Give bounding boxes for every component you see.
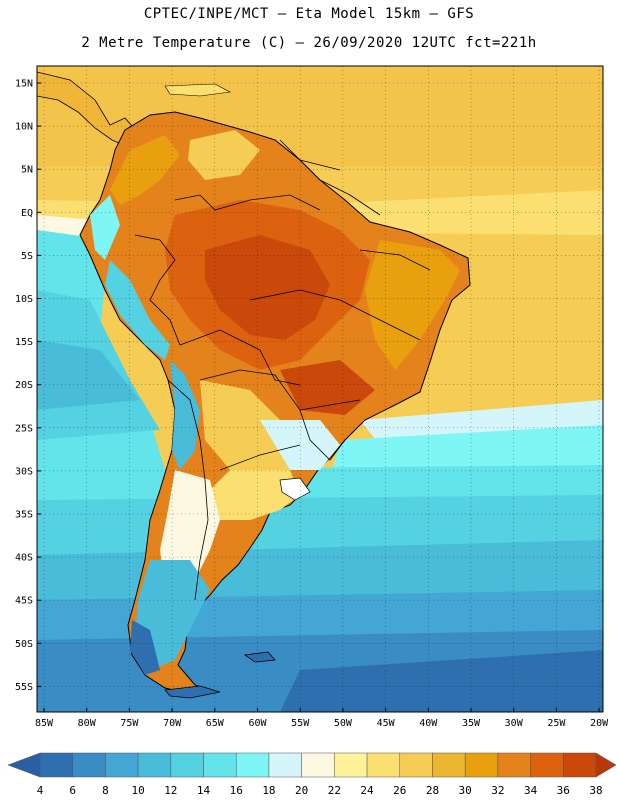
colorbar-box bbox=[464, 752, 499, 778]
colorbar-box bbox=[105, 752, 139, 778]
colorbar-tick-label: 22 bbox=[328, 784, 341, 797]
map-frame bbox=[36, 65, 604, 713]
colorbar-box bbox=[137, 752, 172, 778]
lat-label-15N: 15N bbox=[15, 79, 33, 90]
lat-label-EQ: EQ bbox=[21, 208, 33, 219]
lon-label-60W: 60W bbox=[248, 718, 267, 729]
lat-label-30S: 30S bbox=[15, 466, 33, 477]
colorbar-tick-label: 26 bbox=[393, 784, 406, 797]
colorbar-tick-label: 4 bbox=[37, 784, 44, 797]
lat-label-10S: 10S bbox=[15, 294, 33, 305]
lon-label-55W: 55W bbox=[291, 718, 310, 729]
colorbar-tick-label: 8 bbox=[102, 784, 109, 797]
lon-label-65W: 65W bbox=[206, 718, 225, 729]
lat-label-20S: 20S bbox=[15, 380, 33, 391]
lon-label-35W: 35W bbox=[462, 718, 481, 729]
colorbar-box bbox=[203, 752, 237, 778]
lon-label-25W: 25W bbox=[547, 718, 566, 729]
lat-label-55S: 55S bbox=[15, 682, 33, 693]
colorbar-box bbox=[301, 752, 335, 778]
colorbar-box bbox=[235, 752, 270, 778]
lat-label-35S: 35S bbox=[15, 510, 33, 521]
colorbar-box bbox=[268, 752, 302, 778]
map-title: CPTEC/INPE/MCT – Eta Model 15km – GFS bbox=[143, 6, 475, 22]
colorbar-tick-label: 28 bbox=[426, 784, 439, 797]
lat-label-50S: 50S bbox=[15, 639, 33, 650]
lon-label-20W: 20W bbox=[590, 718, 609, 729]
colorbar-tick-label: 38 bbox=[589, 784, 602, 797]
colorbar-under-arrow bbox=[7, 752, 41, 778]
lat-label-5N: 5N bbox=[21, 165, 33, 176]
colorbar-box bbox=[170, 752, 204, 778]
colorbar-tick-label: 16 bbox=[230, 784, 243, 797]
colorbar-box bbox=[563, 752, 597, 778]
colorbar-tick-label: 36 bbox=[557, 784, 570, 797]
lat-label-5S: 5S bbox=[21, 251, 33, 262]
lat-label-40S: 40S bbox=[15, 553, 33, 564]
colorbar-tick-label: 14 bbox=[197, 784, 211, 797]
colorbar-tick-label: 32 bbox=[491, 784, 504, 797]
lon-label-50W: 50W bbox=[334, 718, 353, 729]
colorbar-tick-label: 18 bbox=[262, 784, 275, 797]
lon-label-45W: 45W bbox=[377, 718, 396, 729]
colorbar-box bbox=[399, 752, 433, 778]
colorbar-box bbox=[530, 752, 564, 778]
colorbar-box bbox=[334, 752, 368, 778]
colorbar-tick-label: 6 bbox=[69, 784, 76, 797]
colorbar-box bbox=[432, 752, 466, 778]
colorbar-tick-label: 10 bbox=[131, 784, 144, 797]
lon-label-40W: 40W bbox=[419, 718, 438, 729]
colorbar-box bbox=[497, 752, 531, 778]
lat-label-10N: 10N bbox=[15, 122, 33, 133]
colorbar-tick-label: 12 bbox=[164, 784, 177, 797]
lat-label-25S: 25S bbox=[15, 423, 33, 434]
colorbar-tick-label: 20 bbox=[295, 784, 308, 797]
colorbar-box bbox=[72, 752, 106, 778]
lon-label-80W: 80W bbox=[78, 718, 97, 729]
lat-label-15S: 15S bbox=[15, 337, 33, 348]
lon-label-75W: 75W bbox=[120, 718, 139, 729]
lat-label-45S: 45S bbox=[15, 596, 33, 607]
colorbar-tick-label: 30 bbox=[459, 784, 472, 797]
lon-label-85W: 85W bbox=[35, 718, 54, 729]
country-borders bbox=[134, 139, 431, 601]
colorbar-tick-label: 24 bbox=[360, 784, 374, 797]
colorbar-box bbox=[39, 752, 73, 778]
colorbar-over-arrow bbox=[595, 752, 617, 778]
lon-label-30W: 30W bbox=[505, 718, 524, 729]
colorbar-tick-label: 34 bbox=[524, 784, 538, 797]
lon-label-70W: 70W bbox=[163, 718, 182, 729]
colorbar-box bbox=[366, 752, 401, 778]
map-subtitle: 2 Metre Temperature (C) – 26/09/2020 12U… bbox=[81, 35, 537, 51]
